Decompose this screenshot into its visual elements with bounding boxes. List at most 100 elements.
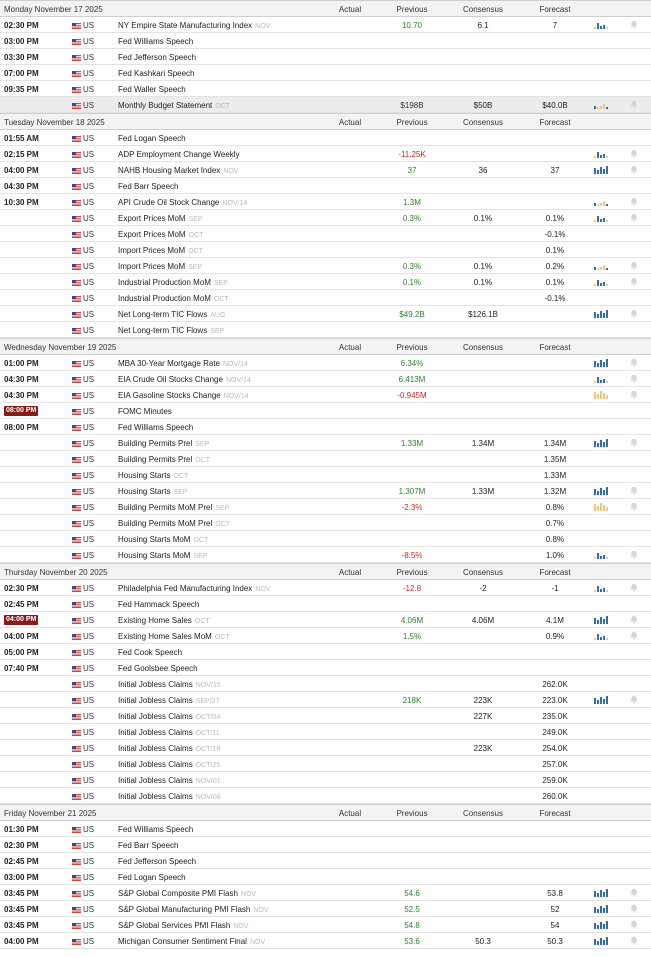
bell-icon[interactable] bbox=[630, 888, 638, 897]
event-row[interactable]: 02:45 PM US Fed Jefferson Speech bbox=[0, 853, 651, 869]
event-row[interactable]: 03:45 PM US S&P Global Services PMI Flash N… bbox=[0, 917, 651, 933]
event-row[interactable]: US Building Permits MoM Prel SEP -2.3% 0.8% bbox=[0, 499, 651, 515]
event-name[interactable]: Initial Jobless Claims OCT/25 bbox=[118, 760, 220, 770]
event-name[interactable]: Building Permits MoM Prel SEP bbox=[118, 503, 229, 513]
history-chart-icon[interactable] bbox=[593, 583, 609, 592]
history-chart-icon[interactable] bbox=[593, 149, 609, 158]
bell-icon[interactable] bbox=[630, 502, 638, 511]
event-row[interactable]: 10:30 PM US API Crude Oil Stock Change NOV/… bbox=[0, 194, 651, 210]
history-chart-icon[interactable] bbox=[593, 100, 609, 109]
event-name[interactable]: Fed Jefferson Speech bbox=[118, 857, 196, 866]
event-name[interactable]: Fed Williams Speech bbox=[118, 423, 193, 432]
event-row[interactable]: US Export Prices MoM OCT -0.1% bbox=[0, 226, 651, 242]
event-name[interactable]: Housing Starts SEP bbox=[118, 487, 187, 497]
event-name[interactable]: Fed Logan Speech bbox=[118, 873, 186, 882]
event-row[interactable]: US Initial Jobless Claims SEP/27 218K 223K 22… bbox=[0, 692, 651, 708]
event-name[interactable]: Import Prices MoM SEP bbox=[118, 262, 202, 272]
bell-icon[interactable] bbox=[630, 165, 638, 174]
event-name[interactable]: Initial Jobless Claims SEP/27 bbox=[118, 696, 219, 706]
event-row[interactable]: 03:00 PM US Fed Logan Speech bbox=[0, 869, 651, 885]
bell-icon[interactable] bbox=[630, 261, 638, 270]
event-row[interactable]: US Housing Starts SEP 1.307M 1.33M 1.32M bbox=[0, 483, 651, 499]
bell-icon[interactable] bbox=[630, 100, 638, 109]
history-chart-icon[interactable] bbox=[593, 920, 609, 929]
bell-icon[interactable] bbox=[630, 358, 638, 367]
event-name[interactable]: Initial Jobless Claims NOV/08 bbox=[118, 792, 221, 802]
event-name[interactable]: S&P Global Composite PMI Flash NOV bbox=[118, 889, 256, 899]
event-name[interactable]: Fed Logan Speech bbox=[118, 134, 186, 143]
event-name[interactable]: Export Prices MoM SEP bbox=[118, 214, 203, 224]
event-row[interactable]: US Monthly Budget Statement OCT $198B $50B $4… bbox=[0, 97, 651, 113]
event-name[interactable]: Industrial Production MoM OCT bbox=[118, 294, 229, 304]
event-row[interactable]: US Industrial Production MoM OCT -0.1% bbox=[0, 290, 651, 306]
bell-icon[interactable] bbox=[630, 904, 638, 913]
event-name[interactable]: Fed Kashkari Speech bbox=[118, 69, 195, 78]
history-chart-icon[interactable] bbox=[593, 888, 609, 897]
event-row[interactable]: 02:30 PM US Fed Barr Speech bbox=[0, 837, 651, 853]
history-chart-icon[interactable] bbox=[593, 358, 609, 367]
bell-icon[interactable] bbox=[630, 695, 638, 704]
event-row[interactable]: US Net Long-term TIC Flows AUG $49.2B $126.1… bbox=[0, 306, 651, 322]
history-chart-icon[interactable] bbox=[593, 615, 609, 624]
event-row[interactable]: US Initial Jobless Claims OCT/11 249.0K bbox=[0, 724, 651, 740]
event-row[interactable]: 08:00 PM US Fed Williams Speech bbox=[0, 419, 651, 435]
event-name[interactable]: S&P Global Services PMI Flash NOV bbox=[118, 921, 249, 931]
history-chart-icon[interactable] bbox=[593, 390, 609, 399]
event-name[interactable]: Import Prices MoM OCT bbox=[118, 246, 203, 256]
event-row[interactable]: US Initial Jobless Claims NOV/15 262.0K bbox=[0, 676, 651, 692]
history-chart-icon[interactable] bbox=[593, 936, 609, 945]
event-name[interactable]: MBA 30-Year Mortgage Rate NOV/14 bbox=[118, 359, 248, 369]
event-name[interactable]: Existing Home Sales OCT bbox=[118, 616, 210, 626]
event-row[interactable]: 01:30 PM US Fed Williams Speech bbox=[0, 821, 651, 837]
event-name[interactable]: API Crude Oil Stock Change NOV/14 bbox=[118, 198, 247, 208]
event-row[interactable]: US Industrial Production MoM SEP 0.1% 0.1% 0.… bbox=[0, 274, 651, 290]
event-row[interactable]: US Initial Jobless Claims OCT/04 227K 235.0K bbox=[0, 708, 651, 724]
event-row[interactable]: US Building Permits Prel OCT 1.35M bbox=[0, 451, 651, 467]
event-name[interactable]: Fed Williams Speech bbox=[118, 825, 193, 834]
history-chart-icon[interactable] bbox=[593, 502, 609, 511]
event-name[interactable]: Housing Starts OCT bbox=[118, 471, 188, 481]
history-chart-icon[interactable] bbox=[593, 309, 609, 318]
event-row[interactable]: 03:45 PM US S&P Global Composite PMI Flash… bbox=[0, 885, 651, 901]
event-row[interactable]: 04:00 PM US Michigan Consumer Sentiment Fi… bbox=[0, 933, 651, 949]
event-row[interactable]: US Housing Starts OCT 1.33M bbox=[0, 467, 651, 483]
event-row[interactable]: US Initial Jobless Claims NOV/08 260.0K bbox=[0, 788, 651, 804]
event-row[interactable]: US Initial Jobless Claims OCT/25 257.0K bbox=[0, 756, 651, 772]
event-row[interactable]: 03:00 PM US Fed Williams Speech bbox=[0, 33, 651, 49]
event-row[interactable]: 02:15 PM US ADP Employment Change Weekly -1… bbox=[0, 146, 651, 162]
history-chart-icon[interactable] bbox=[593, 695, 609, 704]
bell-icon[interactable] bbox=[630, 631, 638, 640]
event-name[interactable]: Initial Jobless Claims NOV/15 bbox=[118, 680, 221, 690]
event-name[interactable]: Michigan Consumer Sentiment Final NOV bbox=[118, 937, 265, 947]
event-row[interactable]: 02:30 PM US Philadelphia Fed Manufacturing… bbox=[0, 580, 651, 596]
event-row[interactable]: US Building Permits MoM Prel OCT 0.7% bbox=[0, 515, 651, 531]
history-chart-icon[interactable] bbox=[593, 165, 609, 174]
event-row[interactable]: US Import Prices MoM SEP 0.3% 0.1% 0.2% bbox=[0, 258, 651, 274]
event-name[interactable]: Monthly Budget Statement OCT bbox=[118, 101, 230, 111]
event-name[interactable]: Building Permits Prel OCT bbox=[118, 455, 210, 465]
event-name[interactable]: Philadelphia Fed Manufacturing Index NOV bbox=[118, 584, 270, 594]
history-chart-icon[interactable] bbox=[593, 197, 609, 206]
event-name[interactable]: Net Long-term TIC Flows SEP bbox=[118, 326, 224, 336]
history-chart-icon[interactable] bbox=[593, 261, 609, 270]
bell-icon[interactable] bbox=[630, 149, 638, 158]
event-row[interactable]: 01:55 AM US Fed Logan Speech bbox=[0, 130, 651, 146]
event-name[interactable]: Building Permits Prel SEP bbox=[118, 439, 209, 449]
history-chart-icon[interactable] bbox=[593, 277, 609, 286]
event-row[interactable]: US Import Prices MoM OCT 0.1% bbox=[0, 242, 651, 258]
event-name[interactable]: S&P Global Manufacturing PMI Flash NOV bbox=[118, 905, 269, 915]
event-name[interactable]: Fed Hammack Speech bbox=[118, 600, 199, 609]
bell-icon[interactable] bbox=[630, 550, 638, 559]
event-name[interactable]: Initial Jobless Claims NOV/01 bbox=[118, 776, 221, 786]
event-name[interactable]: NAHB Housing Market Index NOV bbox=[118, 166, 238, 176]
event-row[interactable]: 04:00 PM US Existing Home Sales MoM OCT 1.5%… bbox=[0, 628, 651, 644]
bell-icon[interactable] bbox=[630, 213, 638, 222]
bell-icon[interactable] bbox=[630, 309, 638, 318]
event-row[interactable]: US Net Long-term TIC Flows SEP bbox=[0, 322, 651, 338]
history-chart-icon[interactable] bbox=[593, 213, 609, 222]
bell-icon[interactable] bbox=[630, 920, 638, 929]
event-name[interactable]: Housing Starts MoM SEP bbox=[118, 551, 207, 561]
event-name[interactable]: Export Prices MoM OCT bbox=[118, 230, 203, 240]
event-name[interactable]: Industrial Production MoM SEP bbox=[118, 278, 228, 288]
event-row[interactable]: 03:30 PM US Fed Jefferson Speech bbox=[0, 49, 651, 65]
